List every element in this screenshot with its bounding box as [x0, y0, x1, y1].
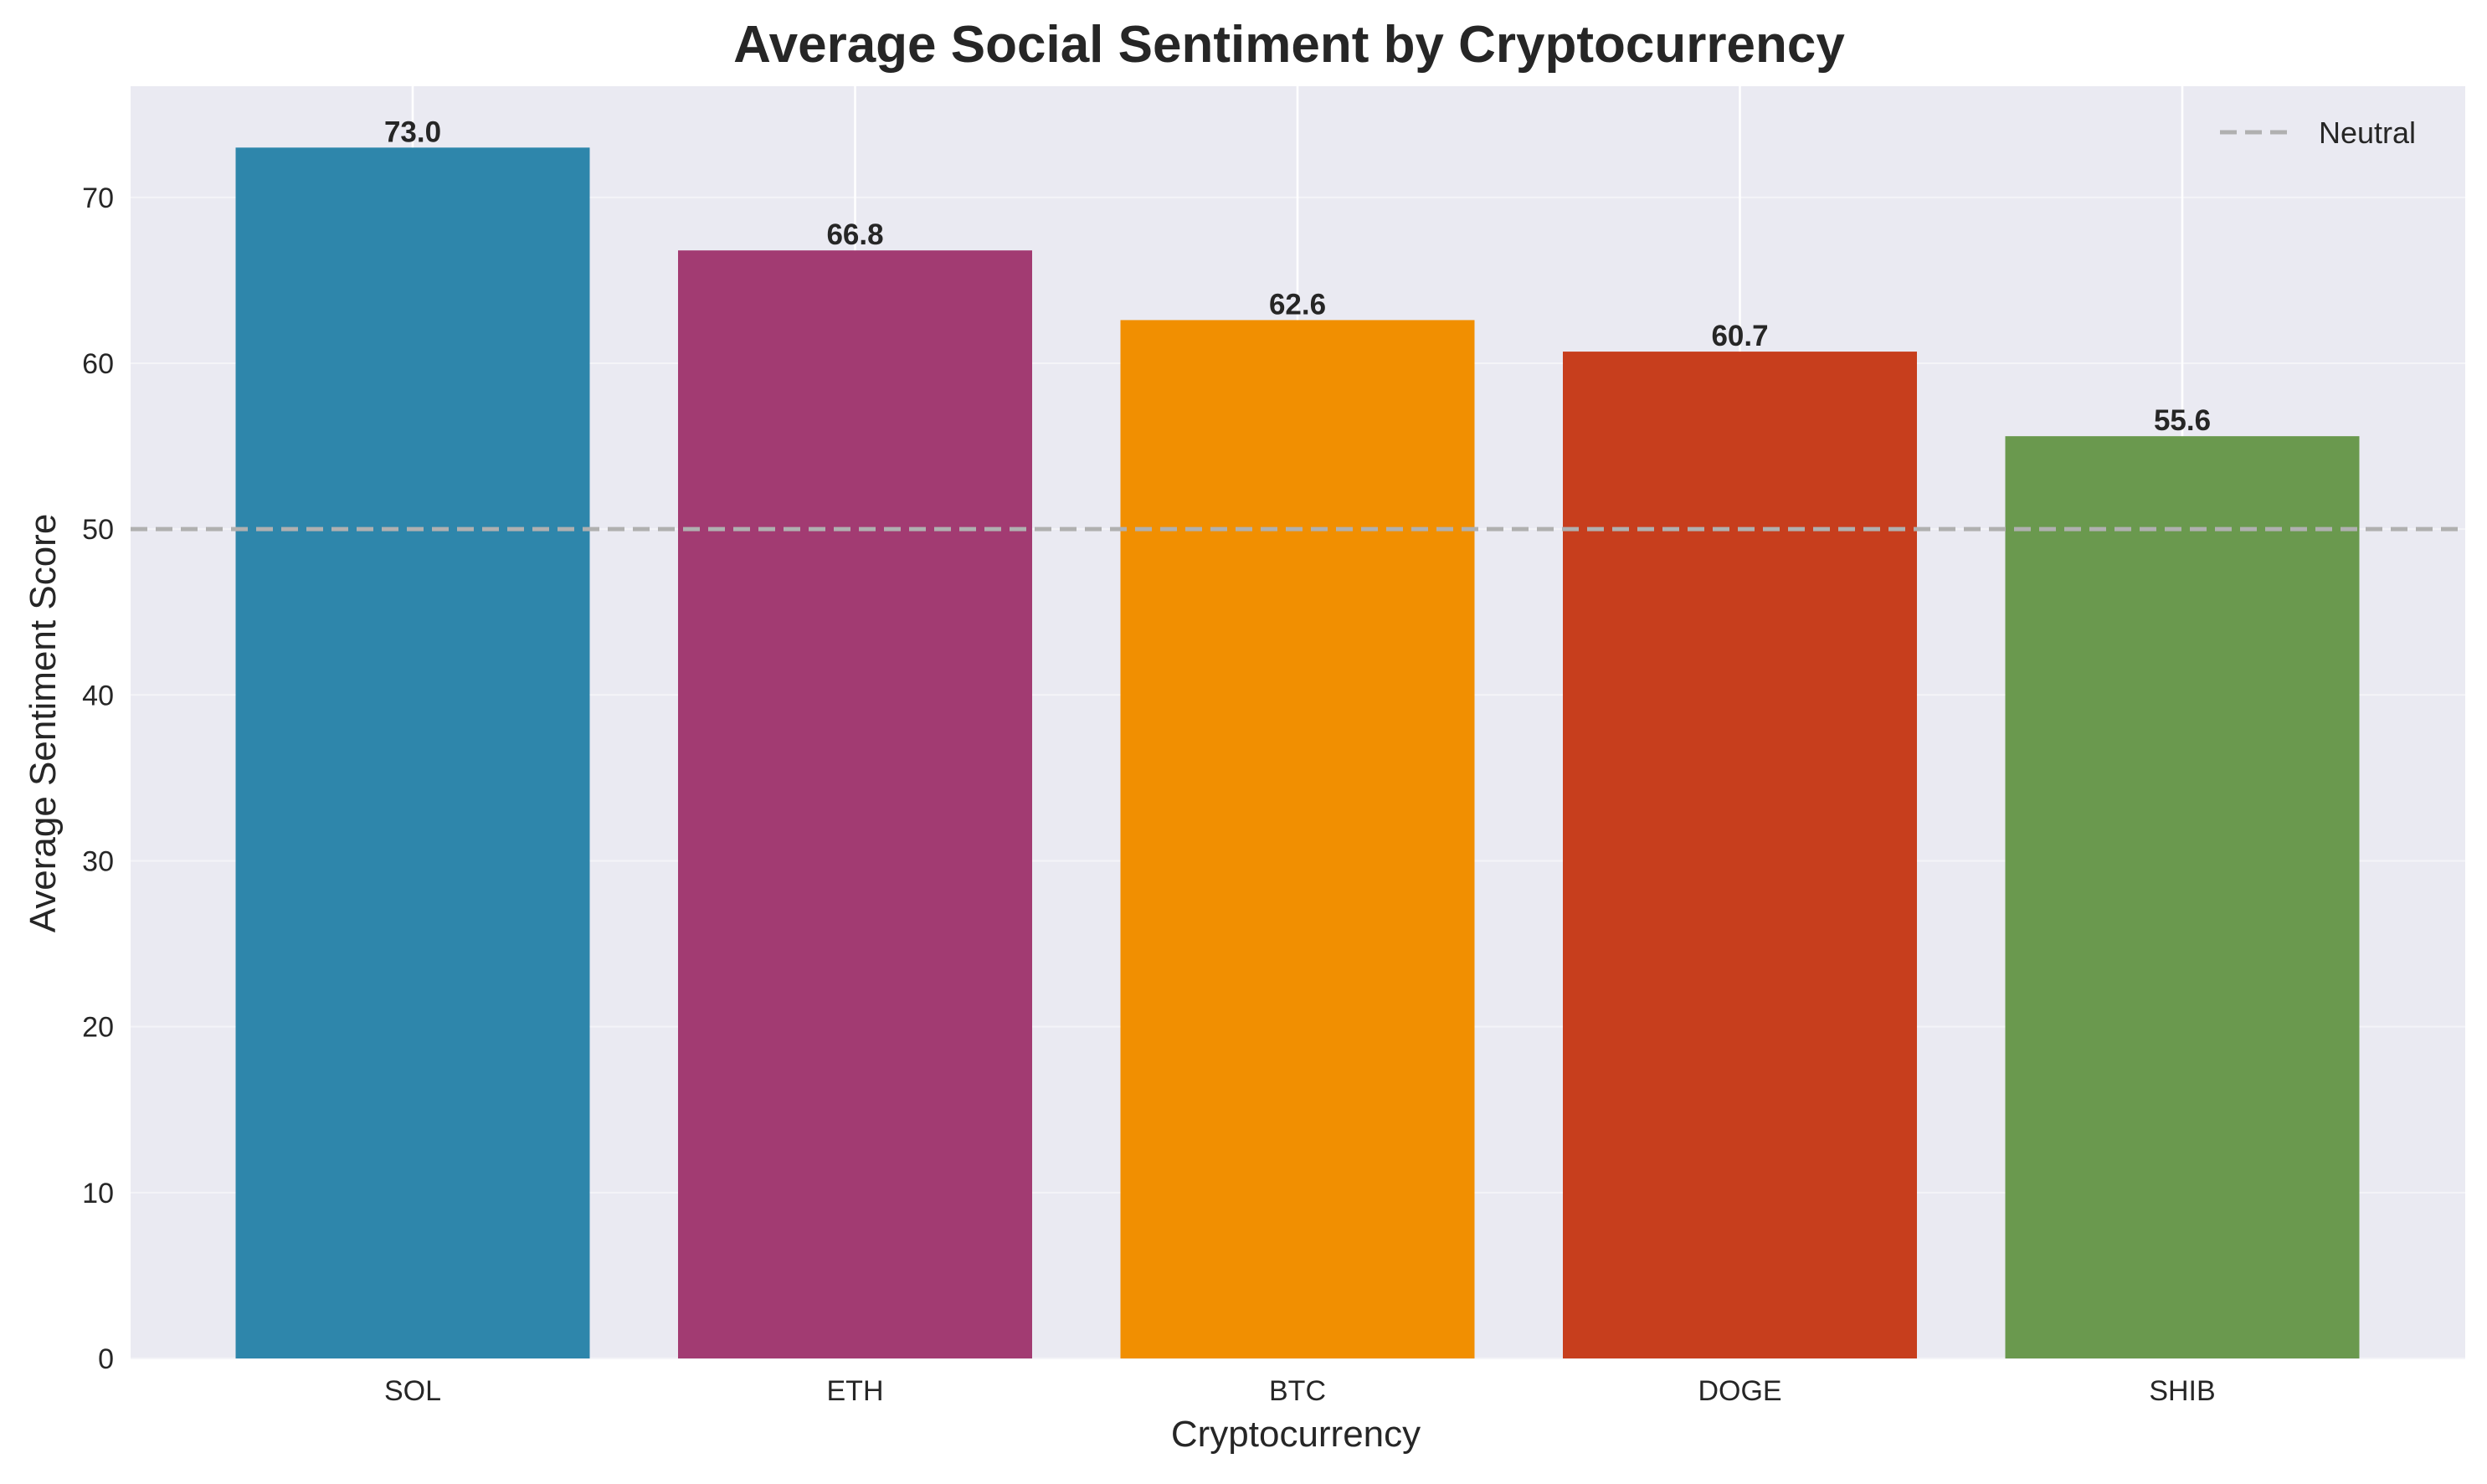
bar-doge — [1563, 352, 1917, 1358]
bar-sol — [235, 147, 590, 1358]
value-label-shib: 55.6 — [2154, 404, 2211, 437]
y-tick-label: 0 — [98, 1343, 114, 1375]
bar-value-labels: 73.0 66.8 62.6 60.7 55.6 — [384, 116, 2211, 437]
bars — [235, 147, 2360, 1359]
y-axis-ticks: 0 10 20 30 40 50 60 70 — [82, 182, 114, 1375]
x-tick-label-doge: DOGE — [1698, 1375, 1781, 1407]
x-tick-label-sol: SOL — [384, 1375, 441, 1407]
value-label-eth: 66.8 — [826, 218, 883, 251]
y-tick-label: 40 — [82, 680, 114, 711]
x-axis-label: Cryptocurrency — [1171, 1414, 1421, 1455]
x-tick-label-eth: ETH — [827, 1375, 884, 1407]
value-label-btc: 62.6 — [1269, 288, 1326, 321]
x-tick-label-shib: SHIB — [2149, 1375, 2215, 1407]
y-tick-label: 60 — [82, 348, 114, 380]
legend: Neutral — [2220, 116, 2416, 150]
chart-title: Average Social Sentiment by Cryptocurren… — [733, 16, 1845, 74]
bar-btc — [1120, 320, 1475, 1359]
bar-shib — [2005, 436, 2360, 1358]
y-tick-label: 30 — [82, 845, 114, 877]
y-tick-label: 10 — [82, 1178, 114, 1209]
y-axis-label: Average Sentiment Score — [23, 514, 64, 933]
y-tick-label: 70 — [82, 182, 114, 214]
y-tick-label: 50 — [82, 514, 114, 546]
x-tick-label-btc: BTC — [1269, 1375, 1326, 1407]
value-label-sol: 73.0 — [384, 116, 441, 148]
legend-neutral-label: Neutral — [2319, 116, 2416, 150]
y-tick-label: 20 — [82, 1012, 114, 1044]
value-label-doge: 60.7 — [1711, 320, 1768, 352]
x-axis-ticks: SOL ETH BTC DOGE SHIB — [384, 1375, 2216, 1407]
bar-eth — [678, 250, 1032, 1358]
